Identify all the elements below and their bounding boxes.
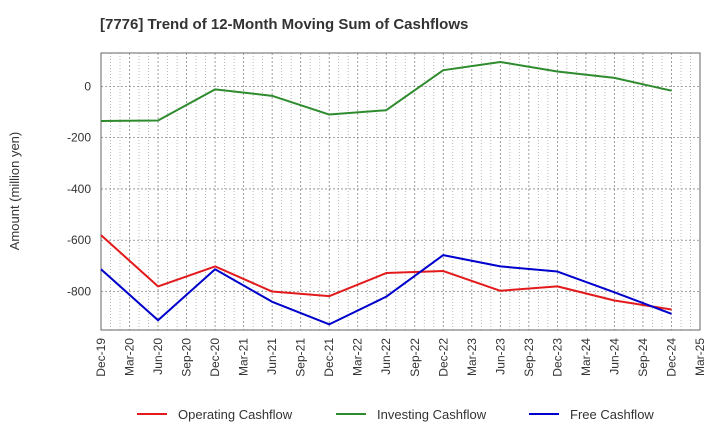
- y-tick-labels: 0 -200 -400 -600 -800: [67, 79, 91, 298]
- series-line-operating-cashflow: [100, 234, 672, 311]
- x-tick-label: Sep-22: [408, 338, 422, 377]
- y-tick-label: -400: [67, 182, 91, 196]
- x-tick-labels: Dec-19 Mar-20 Jun-20 Sep-20 Dec-20 Mar-21 Jun-…: [94, 338, 707, 377]
- x-tick-label: Mar-23: [465, 338, 479, 376]
- x-tick-label: Jun-21: [265, 338, 279, 375]
- y-tick-label: -600: [67, 233, 91, 247]
- legend: Operating Cashflow Investing Cashflow Free…: [137, 407, 654, 422]
- x-tick-label: Mar-24: [579, 338, 593, 376]
- legend-label-operating-cashflow: Operating Cashflow: [178, 407, 293, 422]
- series-line-investing-cashflow: [100, 60, 672, 122]
- series-line-free-cashflow: [100, 254, 672, 326]
- x-tick-label: Sep-23: [522, 338, 536, 377]
- x-tick-label: Mar-22: [351, 338, 365, 376]
- x-tick-label: Dec-23: [550, 338, 564, 377]
- y-axis-label: Amount (million yen): [7, 132, 22, 251]
- x-tick-label: Jun-20: [151, 338, 165, 375]
- chart-title: [7776] Trend of 12-Month Moving Sum of C…: [100, 16, 469, 33]
- series-lines: [100, 60, 672, 326]
- x-tick-label: Mar-21: [237, 338, 251, 376]
- x-tick-label: Dec-19: [94, 338, 108, 377]
- y-tick-label: 0: [84, 79, 91, 93]
- x-tick-label: Sep-20: [180, 338, 194, 377]
- x-tick-label: Dec-22: [436, 338, 450, 377]
- x-tick-label: Dec-21: [322, 338, 336, 377]
- x-tick-label: Mar-20: [123, 338, 137, 376]
- x-tick-label: Dec-20: [208, 338, 222, 377]
- x-tick-label: Dec-24: [664, 338, 678, 377]
- y-tick-label: -800: [67, 285, 91, 299]
- plot-frame: [100, 52, 701, 331]
- grid: [100, 53, 701, 330]
- x-tick-label: Mar-25: [693, 338, 707, 376]
- x-tick-label: Jun-24: [607, 338, 621, 375]
- y-tick-label: -200: [67, 131, 91, 145]
- x-tick-label: Jun-23: [493, 338, 507, 375]
- legend-label-investing-cashflow: Investing Cashflow: [377, 407, 487, 422]
- x-tick-label: Jun-22: [379, 338, 393, 375]
- x-tick-label: Sep-24: [636, 338, 650, 377]
- legend-label-free-cashflow: Free Cashflow: [570, 407, 654, 422]
- x-tick-label: Sep-21: [294, 338, 308, 377]
